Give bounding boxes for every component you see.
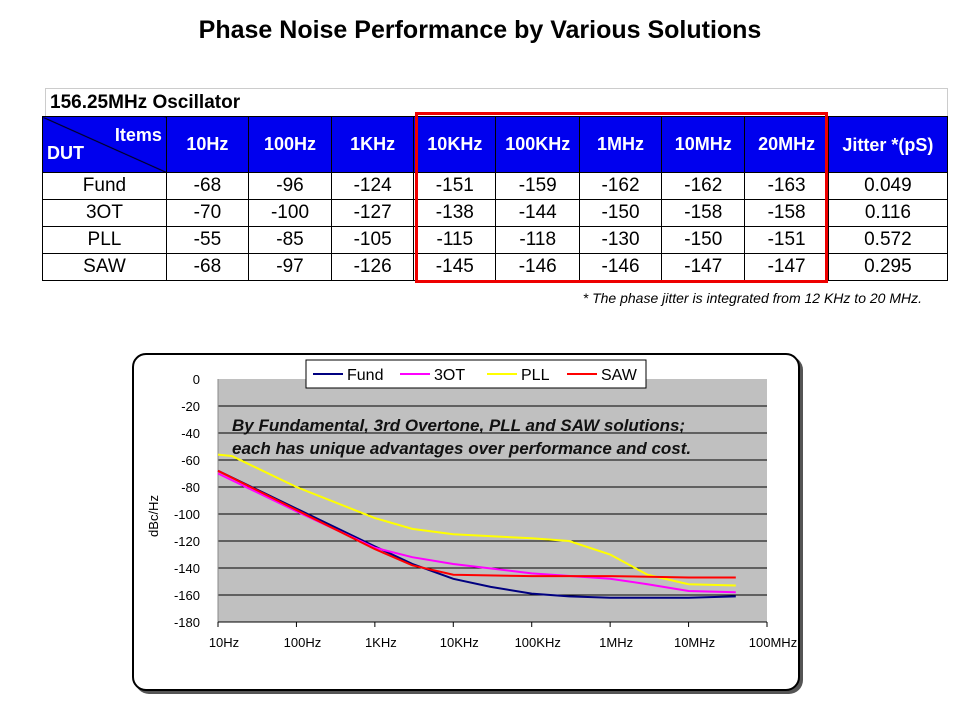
y-tick-label: -120 [174, 534, 200, 549]
dut-label: DUT [47, 143, 84, 163]
y-tick-label: -20 [181, 399, 200, 414]
items-label: Items [114, 125, 162, 145]
table-row: PLL -55 -85 -105 -115 -118 -130 -150 -151 0.572 [42, 226, 949, 254]
value-cell: -158 [744, 199, 829, 227]
y-tick-label: -140 [174, 561, 200, 576]
value-cell: -85 [247, 226, 333, 254]
value-cell: -150 [578, 199, 663, 227]
x-tick-label: 100KHz [515, 635, 561, 650]
legend-label: Fund [347, 367, 383, 384]
x-tick-label: 100Hz [284, 635, 322, 650]
dut-cell: SAW [42, 253, 167, 281]
column-header: 10Hz [165, 116, 249, 173]
column-header: 10MHz [661, 116, 746, 173]
table-caption: 156.25MHz Oscillator [45, 88, 948, 116]
y-tick-label: -160 [174, 588, 200, 603]
value-cell: -126 [331, 253, 415, 281]
table-row: SAW -68 -97 -126 -145 -146 -146 -147 -147 0.295 [42, 253, 949, 281]
y-tick-label: -40 [181, 426, 200, 441]
chart-annotation: each has unique advantages over performa… [232, 439, 691, 458]
page-title: Phase Noise Performance by Various Solut… [198, 16, 762, 44]
value-cell: -159 [495, 172, 580, 200]
column-header: 100KHz [495, 116, 580, 173]
value-cell: -105 [331, 226, 415, 254]
value-cell: -100 [247, 199, 333, 227]
value-cell: -147 [744, 253, 829, 281]
x-tick-label: 10Hz [209, 635, 239, 650]
value-cell: 0.049 [827, 172, 949, 200]
jitter-note: * The phase jitter is integrated from 12… [582, 290, 922, 306]
column-header: 20MHz [744, 116, 829, 173]
phase-noise-table: Items DUT 10Hz 100Hz 1KHz 10KHz 100KHz 1MHz 10M… [42, 116, 949, 281]
value-cell: -145 [413, 253, 497, 281]
y-tick-label: 0 [193, 372, 200, 387]
value-cell: -55 [165, 226, 249, 254]
chart-annotation: By Fundamental, 3rd Overtone, PLL and SA… [232, 416, 685, 435]
value-cell: -144 [495, 199, 580, 227]
value-cell: -96 [247, 172, 333, 200]
y-tick-label: -180 [174, 615, 200, 630]
column-header: 10KHz [413, 116, 497, 173]
table-row: 3OT -70 -100 -127 -138 -144 -150 -158 -158 0.116 [42, 199, 949, 227]
y-tick-label: -80 [181, 480, 200, 495]
value-cell: -162 [661, 172, 746, 200]
y-tick-label: -60 [181, 453, 200, 468]
y-axis-label: dBc/Hz [146, 495, 161, 537]
column-header: 1MHz [578, 116, 663, 173]
value-cell: -70 [165, 199, 249, 227]
y-tick-label: -100 [174, 507, 200, 522]
value-cell: 0.295 [827, 253, 949, 281]
highlight-box [415, 112, 828, 283]
x-tick-label: 10MHz [674, 635, 715, 650]
value-cell: -97 [247, 253, 333, 281]
table-row: Fund -68 -96 -124 -151 -159 -162 -162 -163 0.049 [42, 172, 949, 200]
column-header: Jitter *(pS) [827, 116, 949, 173]
x-tick-label: 100MHz [749, 635, 797, 650]
legend-label: PLL [521, 367, 550, 384]
legend-label: SAW [601, 367, 638, 384]
value-cell: -151 [413, 172, 497, 200]
series-line-saw [217, 469, 736, 579]
value-cell: -146 [578, 253, 663, 281]
value-cell: -127 [331, 199, 415, 227]
corner-header: Items DUT [42, 116, 167, 173]
value-cell: -147 [661, 253, 746, 281]
column-header: 100Hz [247, 116, 333, 173]
x-tick-label: 1KHz [365, 635, 397, 650]
value-cell: -146 [495, 253, 580, 281]
value-cell: -124 [331, 172, 415, 200]
x-tick-label: 1MHz [599, 635, 633, 650]
value-cell: -68 [165, 253, 249, 281]
value-cell: -151 [744, 226, 829, 254]
value-cell: -158 [661, 199, 746, 227]
x-tick-label: 10KHz [440, 635, 479, 650]
value-cell: 0.116 [827, 199, 949, 227]
legend-label: 3OT [434, 367, 465, 384]
series-line-fund [217, 469, 736, 599]
